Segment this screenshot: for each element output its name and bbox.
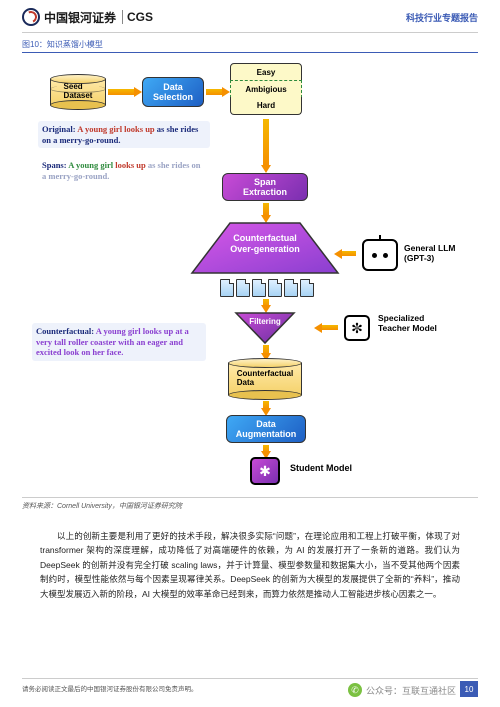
arrow-icon [206, 89, 222, 95]
overgeneration-label: Counterfactual Over-generation [190, 233, 340, 255]
callout-spans: Spans: A young girl looks up as she ride… [38, 157, 210, 184]
robot-icon [362, 239, 398, 271]
callout-counterfactual: Counterfactual: A young girl looks up at… [32, 323, 206, 361]
brand-en: CGS [122, 10, 153, 24]
figure-caption: 图10：知识蒸馏小模型 [0, 33, 500, 52]
arrow-icon [342, 251, 356, 256]
general-llm-label: General LLM (GPT-3) [404, 243, 455, 263]
page-footer: 请务必阅读正文最后的中国银河证券股份有限公司免责声明。 ✆ 公众号：互联互通社区… [0, 677, 500, 707]
easy-label: Easy [230, 63, 302, 81]
difficulty-stack: Easy Ambigious Hard [230, 63, 302, 115]
seed-dataset-node: Seed Dataset [50, 75, 106, 109]
filtering-label: Filtering [234, 317, 296, 326]
student-model-icon: ✱ [250, 457, 280, 485]
brand: 中国银河证券 CGS [22, 8, 153, 26]
arrow-icon [263, 203, 269, 215]
data-augmentation-node: Data Augmentation [226, 415, 306, 443]
cf-data-node: Counterfactual Data [228, 359, 302, 399]
figure-container: Seed Dataset Data Selection Easy Ambigio… [22, 52, 478, 498]
span-extraction-node: Span Extraction [222, 173, 308, 201]
doc-type: 科技行业专题报告 [406, 11, 478, 24]
arrowhead-icon [334, 249, 342, 259]
diagram: Seed Dataset Data Selection Easy Ambigio… [22, 53, 478, 493]
arrowhead-icon [134, 87, 142, 97]
wechat-icon: ✆ [348, 683, 362, 697]
footer-rule [22, 678, 478, 679]
arrowhead-icon [222, 87, 230, 97]
teacher-model-icon: ✼ [344, 315, 370, 341]
ambiguous-label: Ambigious [230, 80, 302, 98]
watermark: ✆ 公众号：互联互通社区 [348, 683, 456, 697]
arrow-icon [322, 325, 338, 330]
overgeneration-node: Counterfactual Over-generation [190, 221, 340, 275]
page-number: 10 [460, 681, 478, 697]
figure-source: 资料来源：Cornell University，中国银河证券研究院 [0, 498, 500, 511]
callout-original: Original: A young girl looks up as she r… [38, 121, 210, 148]
teacher-model-label: Specialized Teacher Model [378, 313, 458, 333]
hard-label: Hard [230, 97, 302, 115]
brand-cn: 中国银河证券 [44, 9, 116, 26]
arrowhead-icon [261, 165, 271, 173]
arrow-icon [108, 89, 134, 95]
galaxy-logo-icon [22, 8, 40, 26]
data-selection-node: Data Selection [142, 77, 204, 107]
watermark-text: 公众号：互联互通社区 [366, 684, 456, 697]
arrowhead-icon [314, 323, 322, 333]
page-header: 中国银河证券 CGS 科技行业专题报告 [0, 0, 500, 30]
student-model-label: Student Model [290, 463, 352, 473]
disclaimer: 请务必阅读正文最后的中国银河证券股份有限公司免责声明。 [22, 683, 198, 693]
body-paragraph: 以上的创新主要是利用了更好的技术手段，解决很多实际“问题”，在理论应用和工程上打… [0, 511, 500, 601]
arrow-icon [263, 119, 269, 165]
documents-icon [220, 279, 314, 297]
